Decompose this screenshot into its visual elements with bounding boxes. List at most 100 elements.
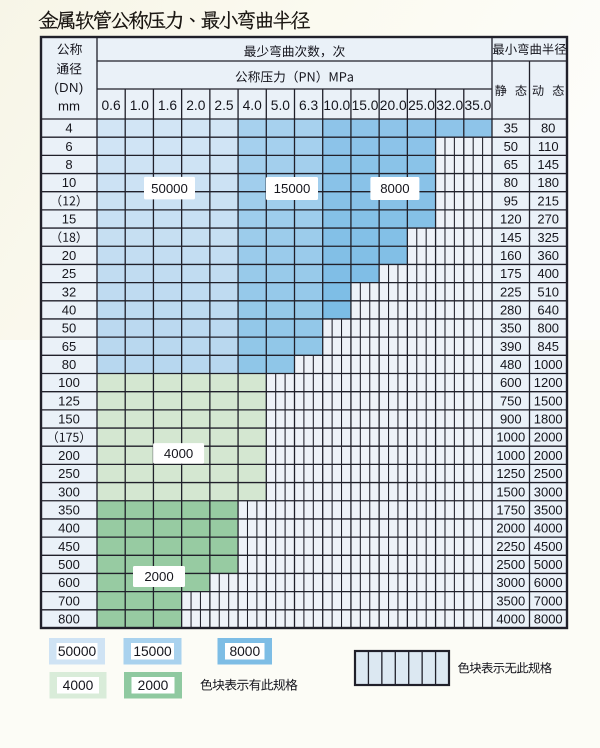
- svg-text:3500: 3500: [496, 593, 525, 608]
- svg-text:600: 600: [500, 375, 522, 390]
- svg-text:1800: 1800: [534, 412, 563, 427]
- svg-text:8000: 8000: [380, 181, 409, 196]
- svg-text:(DN): (DN): [54, 80, 83, 95]
- svg-text:215: 215: [537, 193, 559, 208]
- svg-text:1.6: 1.6: [158, 98, 178, 113]
- svg-text:4000: 4000: [496, 612, 525, 627]
- svg-text:7000: 7000: [534, 593, 563, 608]
- svg-text:40: 40: [62, 303, 76, 318]
- svg-text:mm: mm: [58, 99, 80, 114]
- svg-text:5.0: 5.0: [271, 98, 291, 113]
- svg-text:8000: 8000: [229, 644, 260, 659]
- svg-text:500: 500: [58, 557, 80, 572]
- svg-text:225: 225: [500, 284, 522, 299]
- svg-text:280: 280: [500, 303, 522, 318]
- svg-text:2000: 2000: [496, 521, 525, 536]
- svg-text:8: 8: [65, 157, 72, 172]
- svg-text:1750: 1750: [496, 502, 525, 517]
- svg-text:1500: 1500: [534, 393, 563, 408]
- svg-text:15000: 15000: [133, 644, 172, 659]
- svg-text:2000: 2000: [534, 448, 563, 463]
- svg-text:3500: 3500: [534, 502, 563, 517]
- svg-text:50000: 50000: [151, 181, 188, 196]
- svg-text:600: 600: [58, 575, 80, 590]
- svg-text:4000: 4000: [164, 446, 193, 461]
- svg-text:50: 50: [62, 321, 76, 336]
- svg-text:4000: 4000: [534, 521, 563, 536]
- svg-text:2000: 2000: [534, 430, 563, 445]
- svg-text:250: 250: [58, 466, 80, 481]
- svg-text:1.0: 1.0: [130, 98, 150, 113]
- svg-text:200: 200: [58, 448, 80, 463]
- svg-text:20: 20: [62, 248, 76, 263]
- svg-text:10: 10: [62, 175, 76, 190]
- svg-text:80: 80: [62, 357, 76, 372]
- svg-text:180: 180: [537, 175, 559, 190]
- svg-text:6.3: 6.3: [299, 98, 319, 113]
- svg-text:145: 145: [537, 157, 559, 172]
- svg-text:95: 95: [504, 193, 518, 208]
- svg-text:700: 700: [58, 593, 80, 608]
- svg-text:325: 325: [537, 230, 559, 245]
- svg-text:25: 25: [62, 266, 76, 281]
- svg-text:65: 65: [62, 339, 76, 354]
- svg-text:65: 65: [504, 157, 518, 172]
- svg-text:2000: 2000: [138, 678, 169, 693]
- svg-text:15: 15: [62, 212, 76, 227]
- svg-text:750: 750: [500, 393, 522, 408]
- svg-text:32.0: 32.0: [436, 98, 463, 113]
- svg-text:8000: 8000: [534, 612, 563, 627]
- svg-text:270: 270: [537, 212, 559, 227]
- svg-text:4: 4: [65, 121, 72, 136]
- svg-text:6000: 6000: [534, 575, 563, 590]
- svg-text:35: 35: [504, 121, 518, 136]
- svg-text:125: 125: [58, 393, 80, 408]
- svg-text:10.0: 10.0: [323, 98, 350, 113]
- svg-text:0.6: 0.6: [102, 98, 122, 113]
- svg-text:350: 350: [500, 321, 522, 336]
- svg-text:4500: 4500: [534, 539, 563, 554]
- svg-text:800: 800: [537, 321, 559, 336]
- svg-text:15000: 15000: [274, 181, 311, 196]
- svg-text:100: 100: [58, 375, 80, 390]
- svg-text:390: 390: [500, 339, 522, 354]
- svg-text:80: 80: [504, 175, 518, 190]
- svg-text:400: 400: [58, 521, 80, 536]
- svg-text:50: 50: [504, 139, 518, 154]
- svg-text:4.0: 4.0: [243, 98, 263, 113]
- svg-text:35.0: 35.0: [464, 98, 491, 113]
- svg-text:845: 845: [537, 339, 559, 354]
- svg-text:2500: 2500: [496, 557, 525, 572]
- svg-text:2250: 2250: [496, 539, 525, 554]
- svg-text:3000: 3000: [534, 484, 563, 499]
- svg-text:4000: 4000: [63, 678, 94, 693]
- svg-text:32: 32: [62, 284, 76, 299]
- svg-text:1200: 1200: [534, 375, 563, 390]
- svg-text:1000: 1000: [534, 357, 563, 372]
- svg-text:120: 120: [500, 212, 522, 227]
- svg-text:400: 400: [537, 266, 559, 281]
- svg-text:25.0: 25.0: [408, 98, 435, 113]
- svg-text:800: 800: [58, 612, 80, 627]
- svg-text:160: 160: [500, 248, 522, 263]
- svg-text:350: 350: [58, 502, 80, 517]
- svg-text:510: 510: [537, 284, 559, 299]
- svg-text:20.0: 20.0: [380, 98, 407, 113]
- svg-text:1000: 1000: [496, 448, 525, 463]
- svg-text:145: 145: [500, 230, 522, 245]
- svg-text:2.0: 2.0: [186, 98, 206, 113]
- svg-text:175: 175: [500, 266, 522, 281]
- svg-text:2500: 2500: [534, 466, 563, 481]
- svg-text:150: 150: [58, 412, 80, 427]
- svg-text:360: 360: [537, 248, 559, 263]
- svg-text:900: 900: [500, 412, 522, 427]
- svg-text:1500: 1500: [496, 484, 525, 499]
- svg-text:450: 450: [58, 539, 80, 554]
- svg-text:110: 110: [538, 139, 559, 154]
- svg-text:50000: 50000: [58, 644, 97, 659]
- svg-text:15.0: 15.0: [352, 98, 379, 113]
- svg-text:300: 300: [58, 484, 80, 499]
- svg-text:2000: 2000: [144, 569, 173, 584]
- svg-text:6: 6: [65, 139, 72, 154]
- svg-text:2.5: 2.5: [214, 98, 234, 113]
